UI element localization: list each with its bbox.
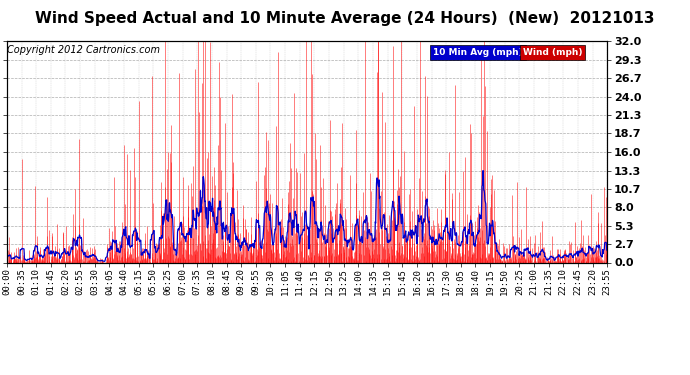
Text: 10 Min Avg (mph): 10 Min Avg (mph) — [433, 48, 523, 57]
Text: Wind Speed Actual and 10 Minute Average (24 Hours)  (New)  20121013: Wind Speed Actual and 10 Minute Average … — [35, 11, 655, 26]
Text: Copyright 2012 Cartronics.com: Copyright 2012 Cartronics.com — [7, 45, 160, 55]
Text: Wind (mph): Wind (mph) — [523, 48, 582, 57]
